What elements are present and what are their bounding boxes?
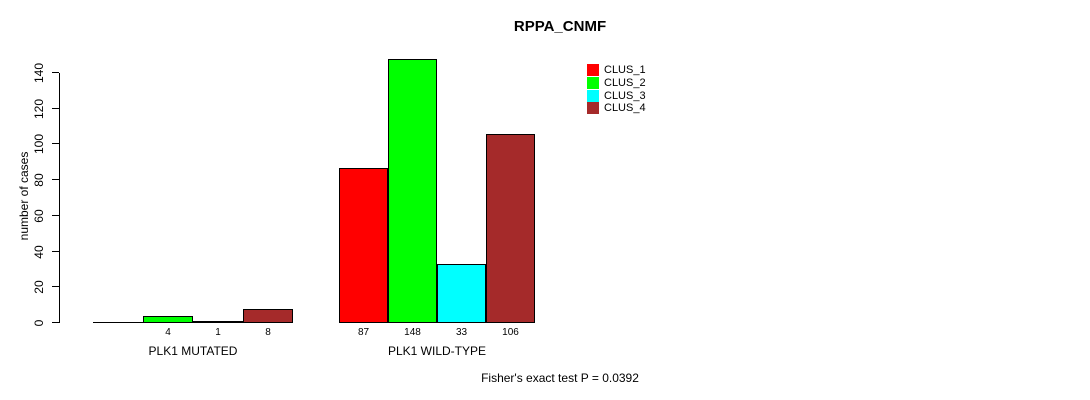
bar-count-label: 33 (455, 327, 468, 338)
legend: CLUS_1 CLUS_2 CLUS_3 CLUS_4 (587, 64, 646, 115)
y-axis-label: number of cases (17, 151, 31, 241)
category-label: PLK1 MUTATED (148, 344, 238, 358)
y-axis-tick (52, 108, 59, 109)
legend-label: CLUS_4 (604, 102, 646, 115)
y-axis-tick (52, 251, 59, 252)
legend-swatch-icon (587, 64, 599, 77)
bar-count-label: 4 (165, 327, 171, 338)
y-axis-tick-label: 140 (32, 62, 46, 84)
bar-clus_3-wild-type (437, 264, 486, 323)
bar-clus_2-mutated (143, 316, 193, 323)
y-axis-line (59, 73, 60, 323)
category-label: PLK1 WILD-TYPE (387, 344, 487, 358)
bar-count-label: 8 (265, 327, 271, 338)
stats-annotation: Fisher's exact test P = 0.0392 (481, 371, 639, 385)
bar-count-label: 87 (357, 327, 370, 338)
legend-label: CLUS_2 (604, 77, 646, 90)
bar-clus_2-wild-type (388, 59, 437, 323)
y-axis-tick-label: 20 (32, 280, 46, 294)
bar-clus_1-wild-type (339, 168, 388, 323)
bar-clus_4-mutated (243, 309, 293, 323)
legend-item-clus_1: CLUS_1 (587, 64, 646, 77)
legend-swatch-icon (587, 89, 599, 102)
legend-label: CLUS_1 (604, 64, 646, 77)
y-axis-tick-label: 40 (32, 245, 46, 259)
bar-count-label: 1 (215, 327, 221, 338)
bar-clus_3-mutated (193, 321, 243, 323)
legend-swatch-icon (587, 77, 599, 90)
bar-clus_4-wild-type (486, 134, 535, 323)
y-axis-tick (52, 215, 59, 216)
y-axis-tick-label: 60 (32, 209, 46, 223)
legend-item-clus_2: CLUS_2 (587, 77, 646, 90)
chart-title: RPPA_CNMF (513, 18, 607, 35)
y-axis-tick (52, 72, 59, 73)
legend-item-clus_4: CLUS_4 (587, 102, 646, 115)
y-axis-tick (52, 143, 59, 144)
y-axis-tick (52, 322, 59, 323)
y-axis-tick (52, 286, 59, 287)
y-axis-tick-label: 100 (32, 133, 46, 155)
legend-item-clus_3: CLUS_3 (587, 89, 646, 102)
legend-label: CLUS_3 (604, 89, 646, 102)
bar-count-label: 106 (502, 327, 519, 338)
legend-swatch-icon (587, 102, 599, 115)
y-axis-tick-label: 0 (32, 319, 46, 327)
y-axis-tick-label: 120 (32, 98, 46, 120)
y-axis-tick-label: 80 (32, 173, 46, 187)
bar-count-label: 148 (404, 327, 421, 338)
y-axis-tick (52, 179, 59, 180)
